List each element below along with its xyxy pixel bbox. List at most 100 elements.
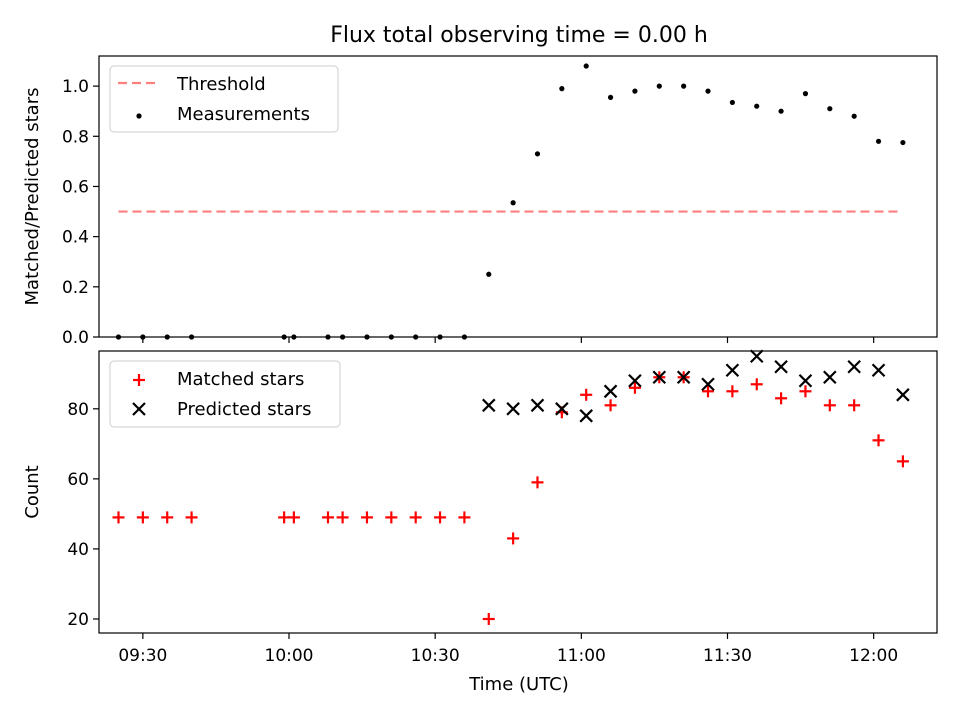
predicted-stars-point bbox=[896, 388, 910, 402]
bottom-ticks: 20 40 60 80 09:30 10:00 10:30 11:00 11:30 12:00 bbox=[67, 400, 898, 666]
bottom-y-tick-label: 40 bbox=[67, 540, 89, 560]
matched-stars-point bbox=[799, 385, 812, 398]
predicted-stars-point bbox=[823, 370, 837, 385]
predicted-stars-point bbox=[676, 370, 691, 385]
matched-stars-point bbox=[580, 388, 593, 401]
top-y-tick-label: 0.8 bbox=[62, 127, 89, 147]
matched-stars-point bbox=[750, 378, 763, 391]
measurements-point bbox=[875, 138, 882, 144]
bottom-legend-box bbox=[109, 360, 341, 428]
matched-stars-point bbox=[385, 511, 398, 524]
top-plot-frame bbox=[98, 55, 938, 338]
x-tick-label: 12:00 bbox=[849, 646, 898, 666]
bottom-y-axis-label: Count bbox=[22, 465, 43, 518]
matched-stars-point bbox=[507, 532, 520, 545]
measurements-point bbox=[900, 139, 906, 146]
measurements-point bbox=[656, 83, 662, 89]
top-y-tick-label: 0.0 bbox=[62, 328, 89, 348]
legend-matched-label: Matched stars bbox=[177, 369, 304, 390]
predicted-stars-point bbox=[871, 363, 886, 378]
top-y-tick-label: 0.4 bbox=[62, 228, 89, 248]
bottom-y-tick-label: 20 bbox=[67, 610, 89, 630]
matched-stars-point bbox=[628, 381, 641, 394]
matched-stars-point bbox=[185, 511, 198, 524]
matched-stars-point bbox=[482, 612, 495, 625]
x-tick-label: 09:30 bbox=[118, 646, 167, 666]
matched-stars-point bbox=[434, 511, 447, 524]
x-tick-label: 10:00 bbox=[265, 646, 314, 666]
matched-stars-point bbox=[321, 511, 334, 524]
measurements-point bbox=[534, 151, 541, 157]
measurements-point bbox=[559, 86, 565, 92]
predicted-stars-point bbox=[652, 370, 667, 385]
matched-stars-point bbox=[409, 511, 422, 524]
measurements-point bbox=[802, 91, 809, 97]
legend-measurements-label: Measurements bbox=[177, 104, 310, 125]
top-y-axis-label: Matched/Predicted stars bbox=[22, 88, 43, 306]
x-tick-label: 10:30 bbox=[411, 646, 460, 666]
measurements-point bbox=[729, 99, 735, 106]
predicted-stars-point bbox=[847, 359, 861, 374]
legend-measurements-swatch bbox=[136, 113, 142, 119]
predicted-stars-point bbox=[628, 373, 642, 388]
predicted-stars-point bbox=[530, 398, 545, 413]
legend-matched-swatch bbox=[133, 374, 145, 386]
matched-stars-point bbox=[775, 392, 788, 405]
measurements-point bbox=[827, 106, 833, 112]
predicted-stars-point bbox=[774, 359, 788, 374]
matched-stars-point bbox=[112, 511, 125, 524]
predicted-stars-point bbox=[749, 349, 764, 364]
x-tick-label: 11:30 bbox=[703, 646, 752, 666]
top-y-tick-label: 0.2 bbox=[62, 278, 89, 298]
measurements-point bbox=[681, 83, 687, 89]
top-y-tick-label: 0.6 bbox=[62, 177, 89, 197]
measurements-point bbox=[705, 88, 711, 94]
bottom-plot-marks bbox=[112, 349, 910, 625]
matched-stars-point bbox=[458, 511, 471, 524]
measurements-point bbox=[754, 103, 760, 109]
predicted-stars-point bbox=[701, 377, 715, 392]
measurements-point bbox=[510, 200, 516, 206]
top-y-tick-label: 1.0 bbox=[62, 77, 89, 97]
matched-stars-point bbox=[848, 399, 861, 412]
matched-stars-point bbox=[896, 455, 909, 468]
measurements-point bbox=[778, 108, 784, 114]
predicted-stars-point bbox=[798, 373, 813, 388]
legend-threshold-label: Threshold bbox=[176, 74, 266, 95]
bottom-y-tick-label: 60 bbox=[67, 470, 89, 490]
measurements-point bbox=[583, 63, 589, 69]
measurements-point bbox=[486, 271, 492, 277]
top-legend-box bbox=[109, 65, 339, 133]
x-axis-label: Time (UTC) bbox=[468, 674, 569, 695]
legend-predicted-swatch bbox=[132, 402, 146, 416]
matched-stars-point bbox=[531, 476, 544, 489]
predicted-stars-point bbox=[725, 363, 740, 378]
matched-stars-point bbox=[702, 385, 715, 398]
matched-stars-point bbox=[161, 511, 174, 524]
x-tick-label: 11:00 bbox=[557, 646, 606, 666]
bottom-plot-frame bbox=[98, 350, 938, 634]
predicted-stars-point bbox=[555, 402, 569, 416]
bottom-legend: Matched stars Predicted stars bbox=[109, 360, 341, 428]
matched-stars-point bbox=[823, 399, 836, 412]
legend-predicted-label: Predicted stars bbox=[177, 399, 311, 420]
matched-stars-point bbox=[872, 434, 885, 447]
top-panel: Matched/Predicted stars 0.0 0.2 0.4 0.6 0.8 1… bbox=[22, 55, 938, 348]
predicted-stars-point bbox=[579, 409, 593, 423]
measurements-point bbox=[851, 113, 857, 119]
predicted-stars-point bbox=[603, 384, 618, 399]
matched-stars-point bbox=[360, 511, 373, 524]
top-ticks: 0.0 0.2 0.4 0.6 0.8 1.0 bbox=[62, 77, 875, 348]
matched-stars-point bbox=[287, 511, 300, 524]
predicted-stars-point bbox=[481, 398, 496, 413]
matched-stars-point bbox=[336, 511, 349, 524]
matched-stars-point bbox=[604, 399, 617, 412]
measurements-point bbox=[632, 88, 638, 94]
predicted-stars-point bbox=[506, 402, 520, 416]
bottom-panel: Count Time (UTC) 20 40 60 80 09:30 10:00 10:30… bbox=[22, 349, 938, 695]
top-legend: Threshold Measurements bbox=[109, 65, 339, 133]
matched-stars-point bbox=[136, 511, 149, 524]
matched-stars-point bbox=[726, 385, 739, 398]
chart-title: Flux total observing time = 0.00 h bbox=[330, 23, 708, 48]
